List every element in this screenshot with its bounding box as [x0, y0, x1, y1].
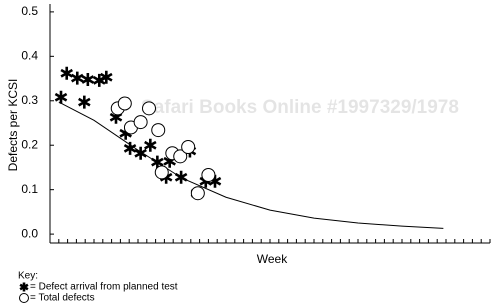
asterisk-marker	[78, 95, 91, 109]
y-tick-label: 0.1	[21, 182, 38, 196]
asterisk-marker	[54, 90, 68, 104]
watermark: Safari Books Online #1997329/1978	[141, 97, 459, 118]
circle-marker	[142, 101, 156, 116]
asterisk-marker	[134, 146, 147, 160]
legend-label: = Total defects	[30, 293, 95, 304]
asterisk-marker	[123, 141, 137, 155]
y-tick-label: 0.2	[21, 137, 38, 151]
y-tick-label: 0.4	[21, 49, 38, 63]
circle-marker	[173, 149, 188, 164]
fit-curve	[58, 101, 444, 229]
key-title: Key:	[18, 271, 38, 282]
circle-marker	[133, 115, 148, 130]
circle-marker	[190, 186, 205, 201]
x-axis-label: Week	[257, 252, 288, 266]
y-axis-label: Defects per KCSI	[6, 79, 20, 172]
legend-circle	[19, 293, 29, 303]
legend-asterisk	[19, 282, 29, 292]
y-tick-label: 0.5	[21, 4, 38, 18]
circle-marker	[181, 140, 196, 154]
asterisk-marker	[60, 66, 73, 80]
circle-marker	[117, 96, 132, 111]
asterisk-marker	[144, 138, 157, 152]
legend-label: = Defect arrival from planned test	[30, 282, 178, 293]
asterisk-marker	[81, 72, 95, 86]
circle-marker	[151, 123, 166, 138]
circle-marker	[154, 165, 169, 180]
asterisk-marker	[174, 170, 188, 184]
y-tick-label: 0.3	[21, 93, 38, 107]
asterisk-marker	[71, 71, 84, 85]
asterisk-marker	[100, 70, 113, 84]
y-tick-label: 0.0	[21, 226, 38, 240]
circle-marker	[201, 168, 216, 182]
asterisk-marker	[151, 155, 164, 169]
